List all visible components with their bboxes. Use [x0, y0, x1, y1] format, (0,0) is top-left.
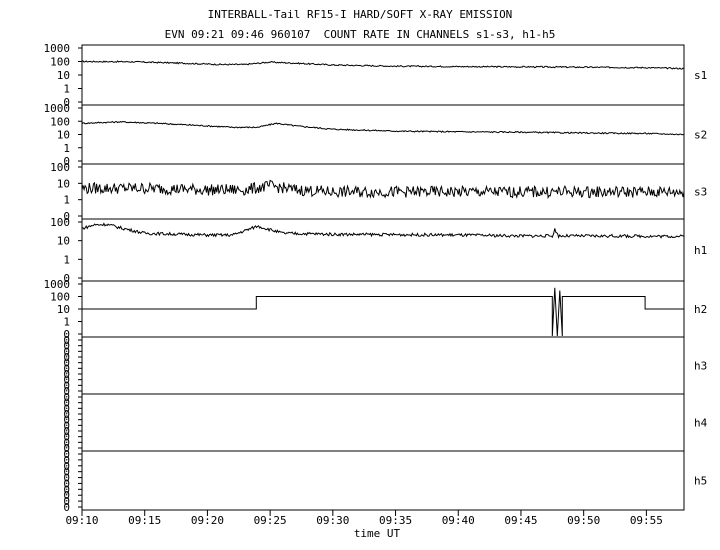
y-tick-label: 0	[63, 466, 70, 479]
channel-label: s1	[694, 69, 707, 82]
y-tick-label: 0	[63, 489, 70, 502]
x-tick-label: 09:45	[504, 514, 537, 527]
x-tick-label: 09:25	[254, 514, 287, 527]
y-tick-label: 0	[63, 334, 70, 347]
y-tick-label: 0	[63, 391, 70, 404]
channel-label: h3	[694, 360, 707, 373]
panel-frame	[81, 218, 685, 282]
y-tick-label: 10	[57, 177, 70, 190]
y-tick-label: 0	[63, 419, 70, 432]
y-tick-label: 0	[63, 351, 70, 364]
y-tick-label: 0	[63, 328, 70, 341]
y-tick-label: 1000	[44, 278, 71, 291]
chart-subtitle: EVN 09:21 09:46 960107 COUNT RATE IN CHA…	[164, 28, 556, 41]
y-tick-label: 0	[63, 448, 70, 461]
y-tick-label: 0	[63, 454, 70, 467]
y-tick-label: 0	[63, 477, 70, 490]
y-tick-label: 0	[63, 368, 70, 381]
y-tick-label: 10	[57, 129, 70, 142]
x-tick-label: 09:40	[442, 514, 475, 527]
y-tick-label: 10	[57, 69, 70, 82]
series-line-h2	[82, 287, 684, 337]
y-tick-label: 0	[63, 425, 70, 438]
y-tick-label: 10	[57, 235, 70, 248]
y-tick-label: 1	[63, 194, 70, 207]
panel-frame	[81, 450, 685, 511]
x-tick-label: 09:30	[316, 514, 349, 527]
channel-label: s3	[694, 186, 707, 199]
x-tick-label: 09:55	[630, 514, 663, 527]
x-tick-label: 09:20	[191, 514, 224, 527]
x-tick-label: 09:35	[379, 514, 412, 527]
y-tick-label: 0	[63, 357, 70, 370]
y-tick-label: 1000	[44, 102, 71, 115]
y-tick-label: 0	[63, 501, 70, 514]
y-tick-label: 100	[50, 161, 70, 174]
y-tick-label: 0	[63, 210, 70, 223]
y-tick-label: 0	[63, 402, 70, 415]
series-line-h1	[81, 222, 685, 239]
y-tick-label: 100	[50, 56, 70, 69]
y-tick-label: 0	[63, 272, 70, 285]
x-tick-label: 09:10	[65, 514, 98, 527]
x-axis: 09:10 09:15 09:20 09:25 09:30 09:35 09:40 09:45…	[65, 510, 663, 527]
panel-frame	[81, 44, 685, 106]
y-tick-label: 100	[50, 115, 70, 128]
y-tick-label: 1000	[44, 42, 71, 55]
y-tick-label: 0	[63, 472, 70, 485]
y-tick-label: 0	[63, 483, 70, 496]
panels: 10001001010s110001001010s21001010s310010…	[44, 42, 708, 514]
y-tick-label: 1	[63, 316, 70, 329]
y-tick-label: 0	[63, 345, 70, 358]
panel-frame	[81, 393, 685, 452]
x-tick-label: 09:15	[128, 514, 161, 527]
x-tick-label: 09:50	[567, 514, 600, 527]
y-tick-label: 1	[63, 142, 70, 155]
y-tick-label: 0	[63, 155, 70, 168]
series-line-s3	[81, 179, 685, 200]
y-tick-label: 0	[63, 362, 70, 375]
y-tick-label: 0	[63, 436, 70, 449]
y-tick-label: 100	[50, 216, 70, 229]
channel-label: h4	[694, 417, 708, 430]
channel-label: s2	[694, 129, 707, 142]
y-tick-label: 0	[63, 96, 70, 109]
y-tick-label: 0	[63, 340, 70, 353]
series-line-s1	[81, 60, 685, 70]
chart-title: INTERBALL-Tail RF15-I HARD/SOFT X-RAY EM…	[207, 8, 513, 21]
y-tick-label: 0	[63, 495, 70, 508]
y-tick-label: 0	[63, 408, 70, 421]
channel-label: h1	[694, 244, 707, 257]
panel-frame	[81, 104, 685, 165]
y-tick-label: 0	[63, 460, 70, 473]
y-tick-label: 0	[63, 414, 70, 427]
y-tick-label: 0	[63, 385, 70, 398]
series-line-s2	[81, 120, 685, 136]
y-tick-label: 0	[63, 374, 70, 387]
x-axis-label: time UT	[354, 527, 401, 540]
y-tick-label: 0	[63, 442, 70, 455]
y-tick-label: 0	[63, 379, 70, 392]
y-tick-label: 0	[63, 397, 70, 410]
y-tick-label: 1	[63, 83, 70, 96]
y-tick-label: 1	[63, 253, 70, 266]
channel-label: h5	[694, 475, 707, 488]
y-tick-label: 10	[57, 303, 70, 316]
y-tick-label: 0	[63, 431, 70, 444]
channel-label: h2	[694, 303, 707, 316]
panel-frame	[81, 336, 685, 395]
y-tick-label: 100	[50, 291, 70, 304]
